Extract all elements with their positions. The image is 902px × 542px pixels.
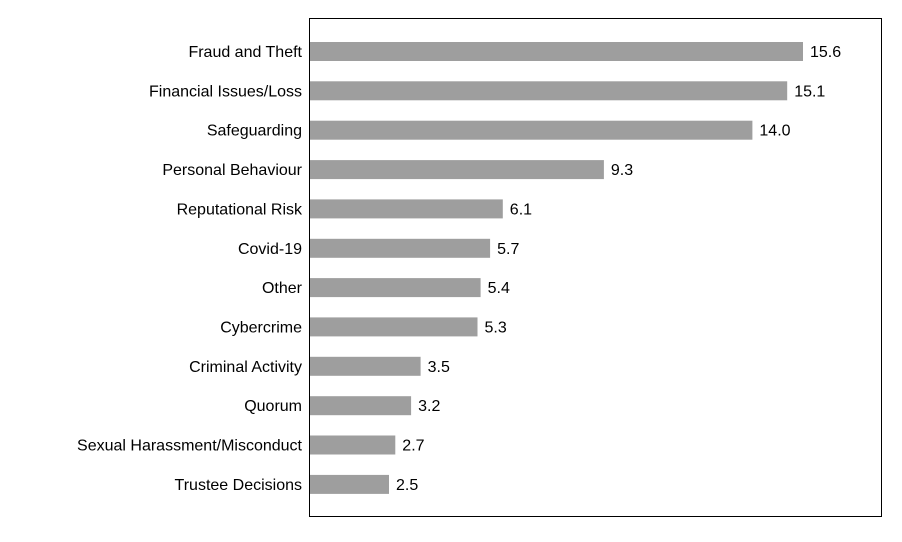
bar bbox=[310, 278, 481, 298]
bar bbox=[310, 474, 389, 494]
value-label: 9.3 bbox=[611, 162, 633, 179]
category-label: Cybercrime bbox=[220, 319, 302, 336]
bar bbox=[310, 42, 803, 61]
value-label: 6.1 bbox=[510, 201, 532, 218]
category-label: Covid-19 bbox=[238, 241, 302, 258]
value-label: 5.3 bbox=[485, 319, 507, 336]
category-label: Trustee Decisions bbox=[175, 477, 302, 494]
category-labels-layer: Fraud and Theft Financial Issues/Loss Safe… bbox=[77, 44, 303, 494]
bar bbox=[310, 435, 396, 455]
plot-frame bbox=[309, 18, 882, 517]
bar bbox=[310, 317, 478, 337]
category-label: Criminal Activity bbox=[189, 359, 302, 376]
category-label: Fraud and Theft bbox=[188, 44, 302, 61]
bars-layer bbox=[310, 42, 803, 494]
value-label: 15.6 bbox=[810, 44, 841, 61]
bar bbox=[310, 120, 753, 140]
value-label: 5.4 bbox=[488, 280, 510, 297]
value-label: 5.7 bbox=[497, 241, 519, 258]
value-label: 3.5 bbox=[428, 359, 450, 376]
category-label: Quorum bbox=[244, 398, 302, 415]
category-label: Personal Behaviour bbox=[162, 162, 302, 179]
bar bbox=[310, 199, 503, 219]
value-label: 2.5 bbox=[396, 477, 418, 494]
value-label: 15.1 bbox=[794, 83, 825, 100]
value-labels-layer: 15.6 15.1 14.0 9.3 6.1 5.7 5.4 5.3 3.5 3.2 2.7 2.5 bbox=[396, 44, 841, 494]
bar bbox=[310, 356, 421, 376]
category-label: Reputational Risk bbox=[177, 201, 303, 218]
category-label: Sexual Harassment/Misconduct bbox=[77, 438, 303, 455]
category-label: Financial Issues/Loss bbox=[149, 83, 302, 100]
value-label: 14.0 bbox=[759, 123, 790, 140]
category-label: Other bbox=[262, 280, 303, 297]
bar bbox=[310, 238, 491, 258]
category-label: Safeguarding bbox=[207, 123, 302, 140]
bar bbox=[310, 81, 788, 101]
value-label: 2.7 bbox=[402, 438, 424, 455]
bar bbox=[310, 396, 412, 416]
bar bbox=[310, 160, 604, 180]
value-label: 3.2 bbox=[418, 398, 440, 415]
